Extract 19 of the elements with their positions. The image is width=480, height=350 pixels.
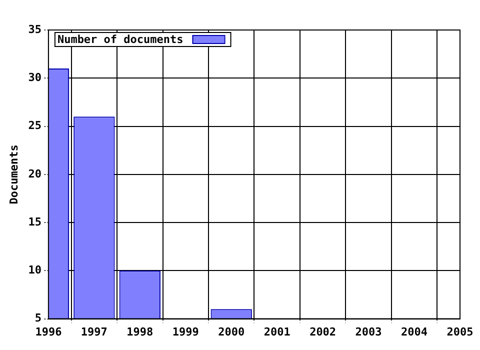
- y-tick-label: 15: [28, 215, 42, 228]
- y-tick-label: 35: [28, 22, 42, 36]
- x-tick-label: 1998: [126, 325, 154, 338]
- y-tick-label: 20: [28, 167, 42, 180]
- y-axis-title: Documents: [7, 144, 20, 204]
- x-tick-label: 1996: [35, 325, 62, 338]
- x-tick-label: 1997: [80, 325, 108, 338]
- x-tick-label: 2005: [446, 325, 474, 338]
- y-tick-label: 10: [28, 264, 42, 277]
- y-tick-label: 5: [34, 312, 42, 325]
- x-tick-label: 2001: [264, 325, 291, 338]
- y-tick-label: 30: [28, 70, 42, 84]
- y-tick-label: 25: [28, 119, 42, 132]
- legend-label: Number of documents: [57, 32, 184, 46]
- x-tick-label: 2004: [401, 325, 428, 338]
- x-tick-label: 1999: [172, 325, 199, 338]
- x-tick-label: 2000: [218, 325, 245, 338]
- x-tick-label: 2003: [355, 325, 382, 338]
- x-tick-label: 2002: [310, 325, 336, 338]
